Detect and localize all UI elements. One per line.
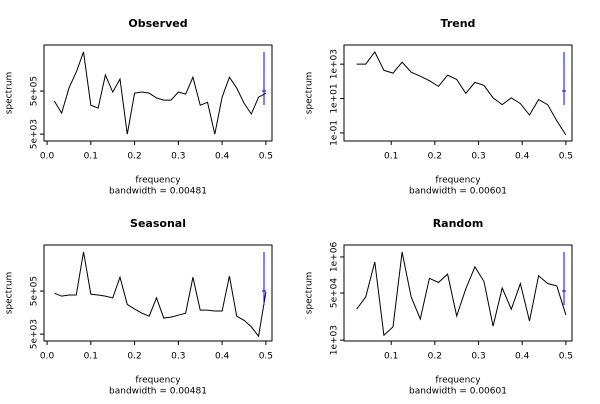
x-axis-label: frequency (435, 376, 481, 386)
spectrum-line (356, 251, 567, 337)
x-tick-label: 0.3 (471, 352, 485, 362)
x-axis-label: frequency (435, 176, 481, 186)
x-tick-label: 0.4 (515, 352, 530, 362)
panel-title: Observed (128, 17, 187, 30)
bandwidth-label: bandwidth = 0.00481 (109, 187, 207, 197)
plot-frame (43, 244, 273, 342)
y-tick-label: 5e+04 (330, 278, 340, 309)
y-tick-label: 1e+03 (330, 49, 340, 79)
x-tick-label: 0.5 (259, 352, 273, 362)
x-tick-label: 0.4 (215, 352, 230, 362)
bandwidth-label: bandwidth = 0.00601 (409, 187, 507, 197)
x-tick-label: 0.0 (40, 152, 55, 162)
x-tick-label: 0.3 (171, 152, 185, 162)
x-axis-label: frequency (135, 376, 181, 386)
y-axis-label: spectrum (305, 72, 315, 115)
x-tick-label: 0.5 (259, 152, 273, 162)
x-tick-label: 0.5 (559, 152, 573, 162)
x-axis-label: frequency (135, 176, 181, 186)
x-tick-label: 0.1 (384, 352, 398, 362)
x-tick-label: 0.1 (84, 352, 98, 362)
panel-title: Seasonal (130, 217, 186, 230)
y-tick-label: 5e+03 (30, 119, 40, 149)
spectrum-line (53, 51, 267, 135)
x-tick-label: 0.0 (40, 352, 55, 362)
y-tick-label: 1e+03 (330, 325, 340, 355)
y-tick-label: 5e+05 (30, 76, 40, 106)
x-tick-label: 0.5 (559, 352, 573, 362)
spectrum-line (356, 51, 567, 136)
bandwidth-label: bandwidth = 0.00481 (109, 387, 207, 397)
y-tick-label: 5e+03 (30, 319, 40, 349)
y-tick-label: 1e+06 (330, 242, 340, 273)
y-tick-label: 1e-01 (330, 120, 340, 146)
y-axis-label: spectrum (305, 272, 315, 315)
y-tick-label: 1e+01 (330, 83, 340, 113)
panel-title: Random (433, 217, 484, 230)
y-axis-label: spectrum (5, 272, 15, 315)
x-tick-label: 0.4 (215, 152, 230, 162)
plot-frame (43, 44, 273, 142)
x-tick-label: 0.2 (127, 152, 141, 162)
bandwidth-label: bandwidth = 0.00601 (409, 387, 507, 397)
y-tick-label: 5e+05 (30, 276, 40, 306)
x-tick-label: 0.2 (428, 152, 442, 162)
x-tick-label: 0.2 (428, 352, 442, 362)
x-tick-label: 0.3 (471, 152, 485, 162)
panel-title: Trend (441, 17, 476, 30)
plot-frame (343, 44, 573, 142)
y-axis-label: spectrum (5, 72, 15, 115)
x-tick-label: 0.4 (515, 152, 530, 162)
x-tick-label: 0.3 (171, 352, 185, 362)
x-tick-label: 0.1 (384, 152, 398, 162)
x-tick-label: 0.1 (84, 152, 98, 162)
x-tick-label: 0.2 (127, 352, 141, 362)
spectrum-line (54, 251, 267, 338)
